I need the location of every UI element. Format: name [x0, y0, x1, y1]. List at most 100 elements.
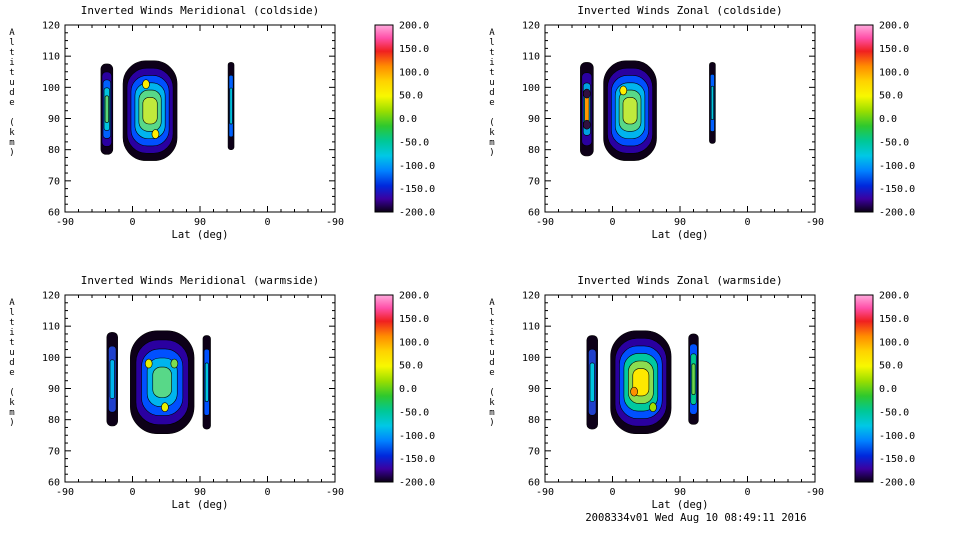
y-tick-label: 100 — [522, 353, 540, 364]
x-tick-label: 90 — [674, 487, 686, 498]
x-tick-label: 0 — [129, 487, 135, 498]
colorbar-label: -100.0 — [399, 161, 435, 172]
x-tick-label: -90 — [326, 487, 344, 498]
colorbar — [854, 294, 874, 483]
x-tick-label: 90 — [194, 487, 206, 498]
colorbar-label: 0.0 — [399, 384, 417, 395]
x-tick-label: -90 — [536, 487, 554, 498]
colorbar — [854, 24, 874, 213]
colorbar — [374, 294, 394, 483]
x-tick-label: 90 — [194, 217, 206, 228]
x-tick-label: -90 — [326, 217, 344, 228]
colorbar — [374, 24, 394, 213]
colorbar-label: 150.0 — [879, 44, 909, 55]
colorbar-label: 150.0 — [399, 44, 429, 55]
colorbar-label: 0.0 — [399, 114, 417, 125]
x-tick-label: 0 — [264, 487, 270, 498]
axes-box — [544, 294, 816, 483]
colorbar-label: 150.0 — [879, 314, 909, 325]
x-tick-label: -90 — [806, 487, 824, 498]
axis-ticks — [64, 24, 336, 213]
colorbar-label: -200.0 — [399, 478, 435, 489]
colorbar-label: -50.0 — [399, 137, 429, 148]
colorbar-label: -100.0 — [879, 431, 915, 442]
chart-zonal-warmside: 120 110 100 90 80 70 60 -90 0 90 0 -90 200.0 150.0 100… — [480, 270, 960, 540]
colorbar-label: -100.0 — [399, 431, 435, 442]
y-tick-label: 120 — [522, 291, 540, 302]
y-tick-label: 70 — [48, 176, 60, 187]
colorbar-label: -150.0 — [879, 184, 915, 195]
colorbar-label: -150.0 — [399, 454, 435, 465]
y-tick-label: 110 — [522, 322, 540, 333]
colorbar-label: -200.0 — [879, 478, 915, 489]
y-tick-label: 100 — [522, 83, 540, 94]
x-tick-label: 0 — [129, 217, 135, 228]
x-tick-label: 0 — [744, 217, 750, 228]
colorbar-label: 50.0 — [879, 361, 903, 372]
colorbar-label: -150.0 — [399, 184, 435, 195]
x-tick-label: 0 — [744, 487, 750, 498]
y-tick-label: 110 — [42, 52, 60, 63]
y-tick-label: 80 — [48, 415, 60, 426]
y-tick-label: 120 — [42, 21, 60, 32]
axis-ticks — [544, 294, 816, 483]
x-tick-label: 90 — [674, 217, 686, 228]
y-tick-label: 80 — [528, 145, 540, 156]
x-tick-label: 0 — [609, 217, 615, 228]
y-tick-label: 60 — [48, 208, 60, 219]
timestamp: 2008334v01 Wed Aug 10 08:49:11 2016 — [585, 512, 807, 524]
colorbar-label: 50.0 — [399, 91, 423, 102]
y-tick-label: 90 — [48, 384, 60, 395]
contour-blobs — [586, 330, 699, 434]
colorbar-label: 200.0 — [399, 291, 429, 302]
contour-blobs — [580, 60, 716, 161]
y-tick-label: 90 — [528, 114, 540, 125]
y-tick-label: 120 — [42, 291, 60, 302]
y-tick-label: 80 — [48, 145, 60, 156]
colorbar-label: -50.0 — [399, 407, 429, 418]
colorbar-label: 100.0 — [399, 67, 429, 78]
y-axis-label: Altitude (km) — [7, 298, 17, 428]
y-tick-label: 100 — [42, 83, 60, 94]
axis-ticks — [544, 24, 816, 213]
y-tick-label: 80 — [528, 415, 540, 426]
y-tick-label: 110 — [522, 52, 540, 63]
colorbar-label: 50.0 — [399, 361, 423, 372]
x-tick-label: 0 — [264, 217, 270, 228]
x-axis-label: Lat (deg) — [651, 229, 709, 241]
colorbar-label: 100.0 — [879, 337, 909, 348]
y-tick-label: 70 — [48, 446, 60, 457]
y-tick-label: 60 — [48, 478, 60, 489]
colorbar-label: -50.0 — [879, 137, 909, 148]
x-tick-label: -90 — [56, 217, 74, 228]
colorbar-label: 200.0 — [879, 21, 909, 32]
y-axis-label: Altitude (km) — [487, 298, 497, 428]
x-axis-label: Lat (deg) — [171, 229, 229, 241]
chart-title: Inverted Winds Meridional (warmside) — [80, 274, 320, 287]
colorbar-label: 100.0 — [399, 337, 429, 348]
y-tick-label: 60 — [528, 478, 540, 489]
colorbar-label: 0.0 — [879, 114, 897, 125]
y-tick-label: 70 — [528, 176, 540, 187]
y-tick-label: 120 — [522, 21, 540, 32]
x-axis-label: Lat (deg) — [651, 499, 709, 511]
chart-meridional-warmside: 120 110 100 90 80 70 60 -90 0 90 0 -90 200.0 150.0 100… — [0, 270, 480, 540]
x-axis-label: Lat (deg) — [171, 499, 229, 511]
colorbar-label: 100.0 — [879, 67, 909, 78]
contour-blobs — [106, 330, 211, 434]
x-tick-label: -90 — [536, 217, 554, 228]
y-tick-label: 90 — [528, 384, 540, 395]
colorbar-label: -200.0 — [399, 208, 435, 219]
x-tick-label: 0 — [609, 487, 615, 498]
chart-meridional-coldside: 120 110 100 90 80 70 60 -90 0 90 0 -90 200.0 150.0 100… — [0, 0, 480, 270]
y-axis-label: Altitude (km) — [7, 28, 17, 158]
chart-title: Inverted Winds Zonal (coldside) — [577, 4, 783, 17]
